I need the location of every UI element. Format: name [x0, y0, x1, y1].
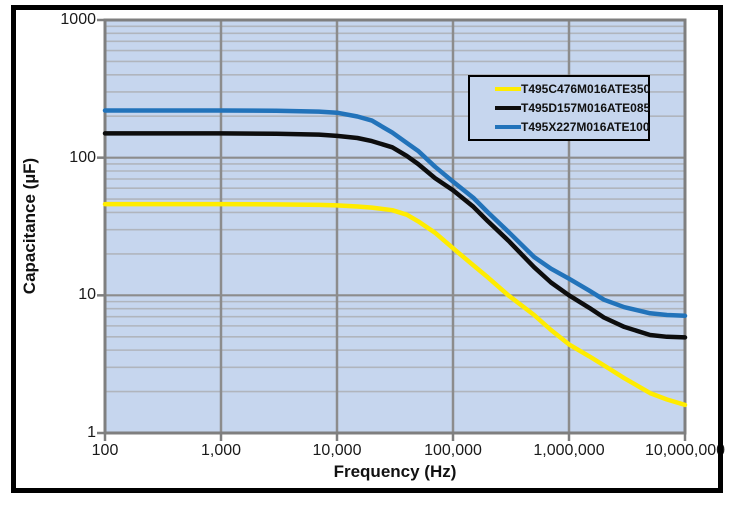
x-tick-label: 1,000,000 — [533, 442, 605, 459]
legend-box: T495C476M016ATE350 T495D157M016ATE085 T495… — [468, 75, 650, 141]
x-tick-label: 1,000 — [200, 442, 242, 459]
legend-label: T495X227M016ATE100 — [521, 120, 650, 134]
y-tick-label: 1000 — [60, 11, 96, 28]
x-tick-label: 100,000 — [424, 442, 482, 459]
chart-outer-frame — [11, 5, 723, 493]
y-tick-label: 100 — [69, 148, 96, 166]
x-tick-label: 10,000 — [312, 442, 362, 459]
plot-frame — [103, 18, 687, 435]
legend-swatch-line — [495, 125, 521, 129]
series-curve-T495C476M016ATE350 — [102, 201, 688, 408]
legend-label: T495D157M016ATE085 — [521, 101, 651, 115]
x-tick-label: 100 — [91, 442, 119, 459]
legend-label: T495C476M016ATE350 — [521, 82, 651, 96]
y-tick-label: 10 — [78, 286, 96, 304]
series-curve-T495D157M016ATE085 — [102, 131, 688, 340]
legend-item: T495X227M016ATE100 — [495, 120, 650, 134]
legend-swatch-line — [495, 106, 521, 110]
x-tick-label: 10,000,000 — [644, 442, 726, 459]
x-axis-title: Frequency (Hz) — [333, 462, 457, 481]
legend-item: T495D157M016ATE085 — [495, 101, 651, 115]
series-curve-T495X227M016ATE100 — [102, 108, 688, 319]
legend-swatch-line — [495, 87, 521, 91]
legend-item: T495C476M016ATE350 — [495, 82, 651, 96]
y-tick-label: 1 — [87, 424, 96, 441]
